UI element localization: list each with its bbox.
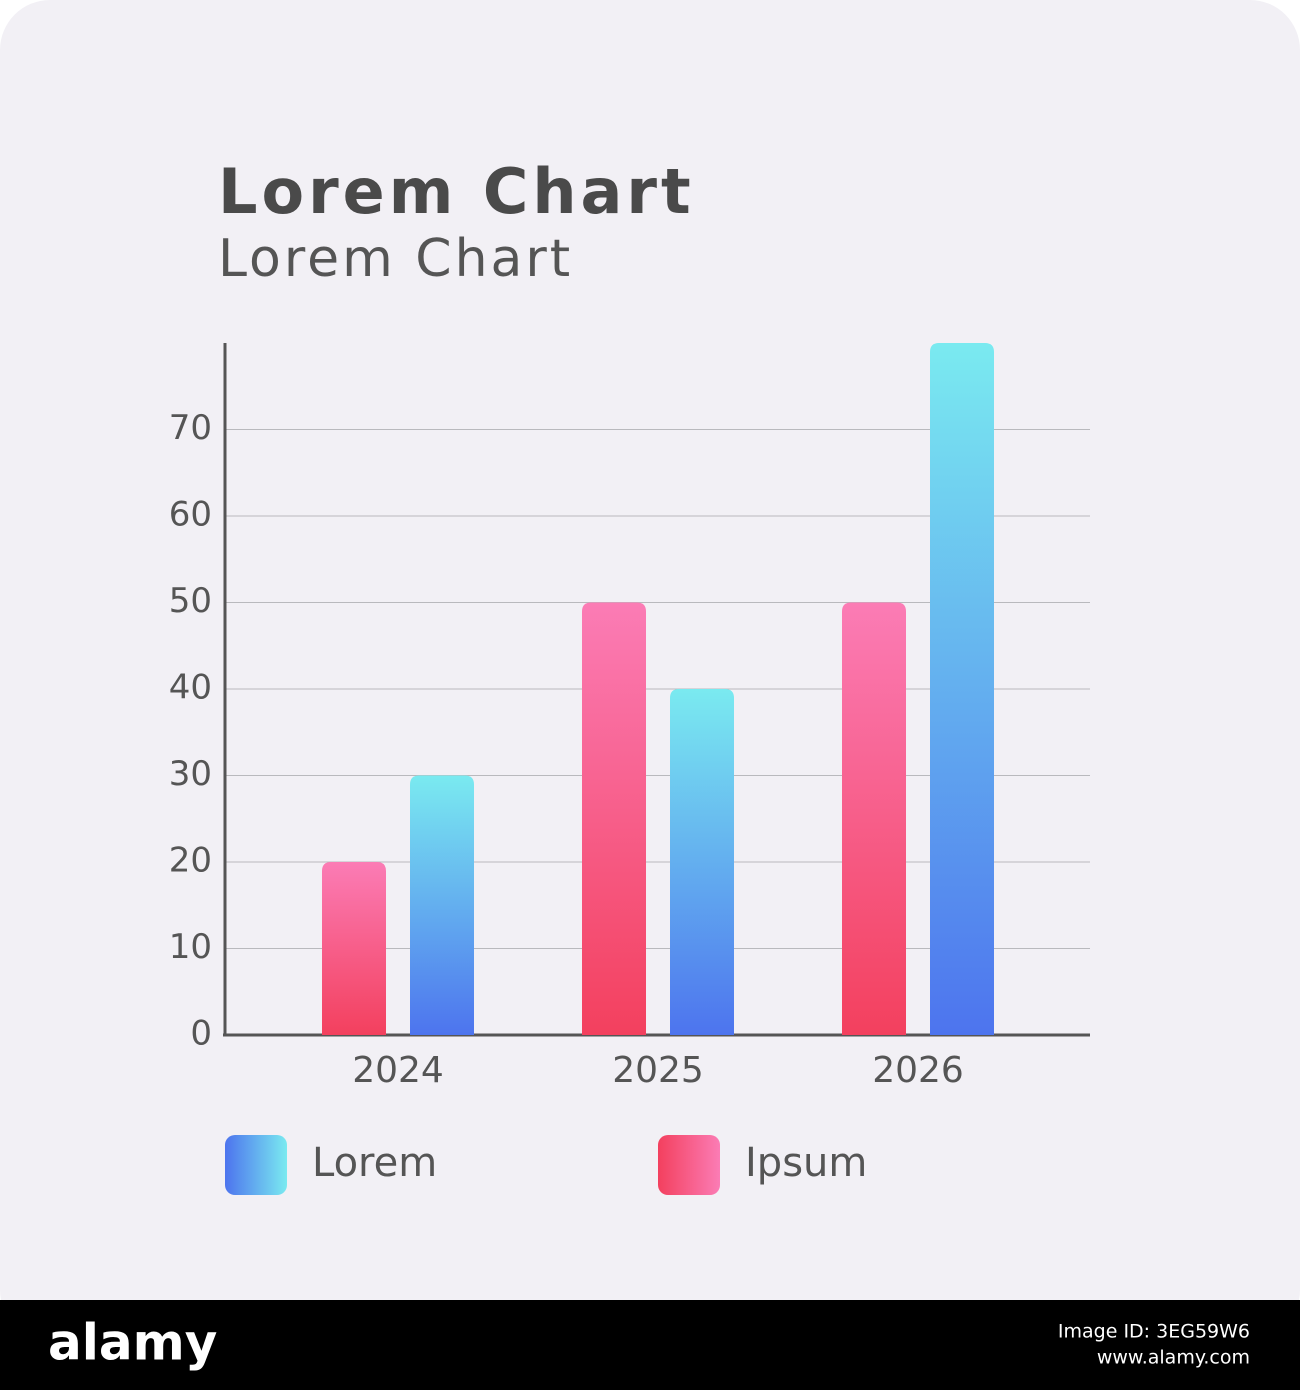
footer-image-id: Image ID: 3EG59W6 bbox=[1058, 1321, 1250, 1343]
y-tick-label: 60 bbox=[169, 495, 212, 535]
bar bbox=[322, 862, 386, 1035]
y-tick-label: 0 bbox=[190, 1014, 212, 1054]
y-tick-label: 40 bbox=[169, 668, 212, 708]
x-tick-label: 2026 bbox=[872, 1050, 964, 1091]
bar bbox=[930, 343, 994, 1035]
y-tick-label: 20 bbox=[169, 841, 212, 881]
y-tick-label: 70 bbox=[169, 408, 212, 448]
bar bbox=[582, 602, 646, 1035]
bar bbox=[410, 775, 474, 1035]
x-tick-label: 2025 bbox=[612, 1050, 704, 1091]
footer-bar bbox=[0, 1300, 1300, 1390]
bar bbox=[670, 689, 734, 1035]
chart-title: Lorem Chart bbox=[218, 155, 695, 228]
legend-swatch bbox=[658, 1135, 720, 1195]
legend-label: Lorem bbox=[312, 1140, 437, 1186]
chart-subtitle: Lorem Chart bbox=[218, 229, 573, 289]
y-tick-label: 10 bbox=[169, 927, 212, 967]
footer-site: www.alamy.com bbox=[1097, 1347, 1250, 1369]
y-tick-label: 30 bbox=[169, 754, 212, 794]
footer-brand: alamy bbox=[48, 1314, 217, 1372]
legend-label: Ipsum bbox=[745, 1140, 867, 1186]
legend-swatch bbox=[225, 1135, 287, 1195]
x-tick-label: 2024 bbox=[352, 1050, 444, 1091]
y-tick-label: 50 bbox=[169, 581, 212, 621]
bar bbox=[842, 602, 906, 1035]
